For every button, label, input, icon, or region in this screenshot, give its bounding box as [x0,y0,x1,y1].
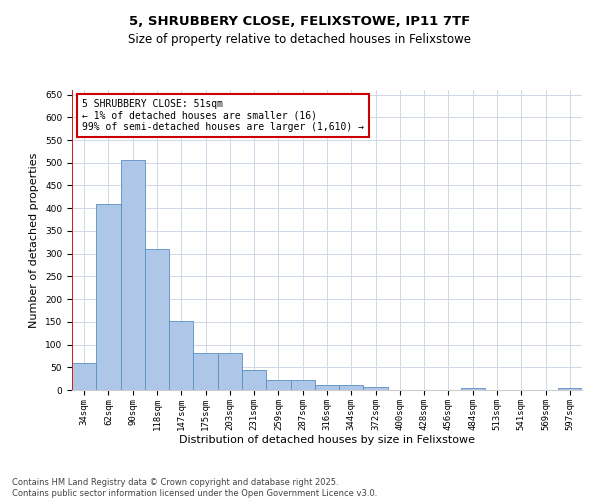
Bar [461,388,485,390]
X-axis label: Distribution of detached houses by size in Felixstowe: Distribution of detached houses by size … [179,436,475,446]
Bar [339,386,364,390]
Bar [242,370,266,390]
Text: Size of property relative to detached houses in Felixstowe: Size of property relative to detached ho… [128,32,472,46]
Bar [145,249,169,390]
Bar [558,388,582,390]
Bar [218,352,242,390]
Bar [315,386,339,390]
Bar [266,380,290,390]
Bar [364,387,388,390]
Y-axis label: Number of detached properties: Number of detached properties [29,152,40,328]
Text: Contains HM Land Registry data © Crown copyright and database right 2025.
Contai: Contains HM Land Registry data © Crown c… [12,478,377,498]
Bar [290,380,315,390]
Bar [72,362,96,390]
Bar [121,160,145,390]
Text: 5 SHRUBBERY CLOSE: 51sqm
← 1% of detached houses are smaller (16)
99% of semi-de: 5 SHRUBBERY CLOSE: 51sqm ← 1% of detache… [82,99,364,132]
Text: 5, SHRUBBERY CLOSE, FELIXSTOWE, IP11 7TF: 5, SHRUBBERY CLOSE, FELIXSTOWE, IP11 7TF [130,15,470,28]
Bar [169,321,193,390]
Bar [96,204,121,390]
Bar [193,352,218,390]
